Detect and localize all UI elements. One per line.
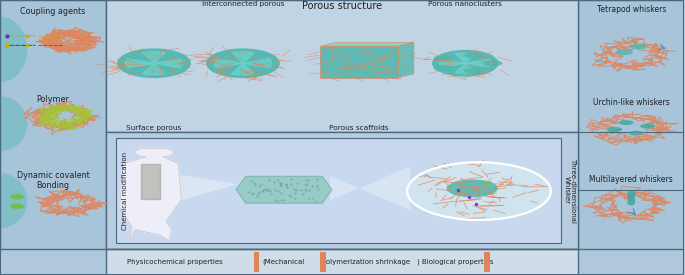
Text: Interconnected porous: Interconnected porous bbox=[201, 1, 284, 7]
Ellipse shape bbox=[627, 195, 636, 201]
Ellipse shape bbox=[0, 173, 27, 228]
Polygon shape bbox=[329, 166, 410, 210]
Circle shape bbox=[10, 194, 24, 199]
FancyBboxPatch shape bbox=[106, 132, 578, 249]
Ellipse shape bbox=[0, 96, 27, 151]
Text: ) Biological properties: ) Biological properties bbox=[416, 259, 493, 265]
Ellipse shape bbox=[117, 48, 191, 78]
FancyBboxPatch shape bbox=[106, 0, 578, 132]
Polygon shape bbox=[120, 148, 182, 241]
Polygon shape bbox=[456, 63, 475, 74]
Ellipse shape bbox=[627, 190, 636, 197]
FancyBboxPatch shape bbox=[106, 249, 578, 275]
FancyBboxPatch shape bbox=[484, 252, 490, 272]
FancyBboxPatch shape bbox=[578, 0, 684, 249]
Polygon shape bbox=[142, 63, 165, 75]
FancyBboxPatch shape bbox=[320, 252, 325, 272]
Polygon shape bbox=[142, 52, 165, 63]
Ellipse shape bbox=[464, 52, 484, 58]
Text: Coupling agents: Coupling agents bbox=[21, 7, 86, 16]
Ellipse shape bbox=[447, 180, 498, 197]
Text: Chemical modification: Chemical modification bbox=[121, 151, 127, 230]
Polygon shape bbox=[456, 53, 475, 63]
Ellipse shape bbox=[629, 131, 644, 136]
Text: Porous structure: Porous structure bbox=[302, 1, 382, 11]
Polygon shape bbox=[398, 42, 414, 78]
Ellipse shape bbox=[627, 199, 636, 206]
Ellipse shape bbox=[432, 50, 499, 77]
Text: Polymerization shrinkage: Polymerization shrinkage bbox=[322, 259, 410, 265]
Ellipse shape bbox=[434, 65, 453, 71]
Polygon shape bbox=[232, 52, 254, 63]
Ellipse shape bbox=[640, 124, 655, 129]
Polygon shape bbox=[232, 63, 254, 75]
Text: Multilayered whiskers: Multilayered whiskers bbox=[589, 175, 673, 184]
Ellipse shape bbox=[616, 50, 633, 55]
Ellipse shape bbox=[206, 48, 280, 78]
Polygon shape bbox=[465, 59, 491, 67]
Text: Tetrapod whiskers: Tetrapod whiskers bbox=[597, 6, 666, 15]
FancyBboxPatch shape bbox=[254, 252, 260, 272]
Polygon shape bbox=[243, 59, 271, 68]
Polygon shape bbox=[320, 46, 398, 78]
Polygon shape bbox=[141, 164, 160, 199]
Ellipse shape bbox=[608, 127, 623, 132]
Polygon shape bbox=[320, 42, 414, 46]
FancyBboxPatch shape bbox=[0, 0, 106, 249]
Ellipse shape bbox=[434, 55, 453, 61]
Text: Porous nanoclusters: Porous nanoclusters bbox=[428, 1, 502, 7]
Ellipse shape bbox=[464, 68, 484, 74]
Text: Urchin-like whiskers: Urchin-like whiskers bbox=[593, 98, 670, 107]
Text: Physicochemical properties: Physicochemical properties bbox=[127, 259, 223, 265]
Polygon shape bbox=[141, 164, 160, 199]
Text: Porous scaffolds: Porous scaffolds bbox=[329, 125, 389, 131]
Ellipse shape bbox=[630, 44, 647, 50]
Text: Dynamic covalent
Bonding: Dynamic covalent Bonding bbox=[16, 170, 90, 190]
Text: (Mechanical: (Mechanical bbox=[263, 259, 305, 265]
Polygon shape bbox=[214, 59, 243, 68]
Polygon shape bbox=[179, 175, 238, 201]
Polygon shape bbox=[236, 176, 332, 203]
Polygon shape bbox=[440, 59, 465, 67]
Text: Surface porous: Surface porous bbox=[126, 125, 182, 131]
Ellipse shape bbox=[0, 16, 27, 82]
Circle shape bbox=[10, 204, 24, 209]
Text: Three-dimensional
Whisker: Three-dimensional Whisker bbox=[564, 158, 577, 223]
Ellipse shape bbox=[619, 120, 634, 125]
Bar bbox=[116, 138, 561, 243]
Ellipse shape bbox=[483, 60, 502, 66]
Circle shape bbox=[407, 162, 551, 220]
Text: Polymer: Polymer bbox=[36, 95, 69, 104]
Polygon shape bbox=[125, 59, 154, 68]
Polygon shape bbox=[154, 59, 183, 68]
